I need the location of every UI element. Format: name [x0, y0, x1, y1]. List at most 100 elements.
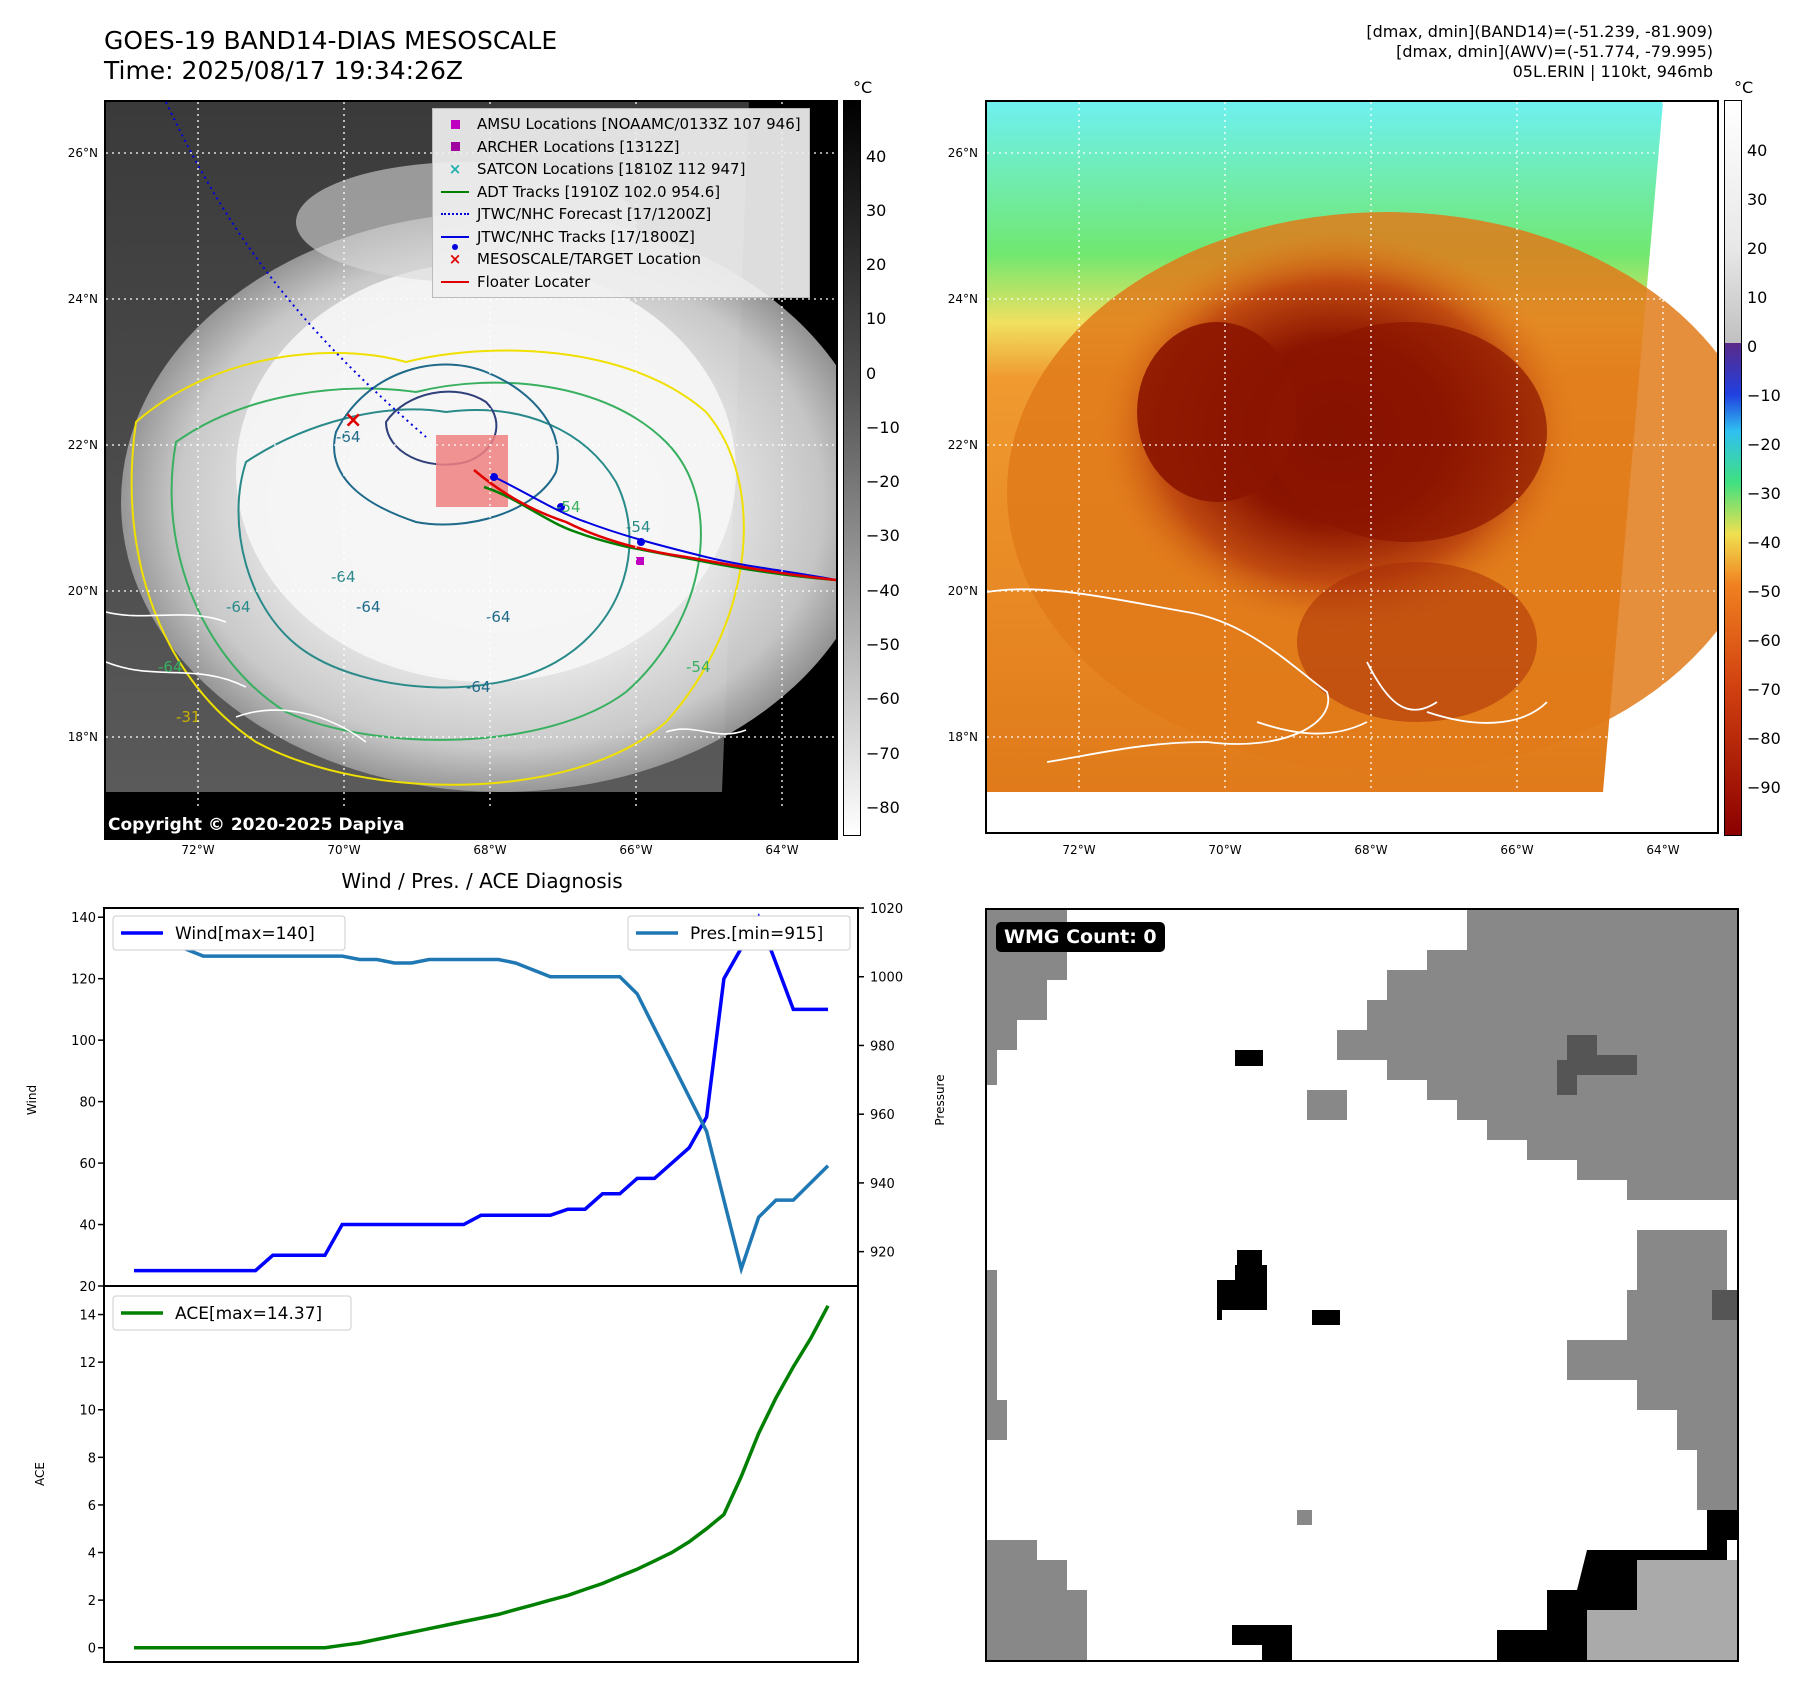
contour-label-2: -64 [356, 598, 381, 616]
ace-legend-label: ACE[max=14.37] [175, 1304, 322, 1324]
rcb-m90: −90 [1747, 778, 1781, 797]
contour-label-11: -31 [176, 708, 201, 726]
left-colorbar-ticks: 40 30 20 10 0 −10 −20 −30 −40 −50 −60 −7… [866, 147, 900, 817]
legend-entry-archer: ARCHER Locations [1312Z] [439, 136, 801, 159]
rcb-20: 20 [1747, 239, 1767, 258]
rlon-tick-64: 64°W [1646, 843, 1679, 857]
lcb-m20: −20 [866, 472, 900, 491]
wind-series-line [134, 913, 828, 1273]
rcb-m70: −70 [1747, 680, 1781, 699]
rlon-tick-68: 68°W [1354, 843, 1387, 857]
color-ir-map-panel [985, 100, 1719, 834]
target-marker: × [344, 408, 362, 433]
rcb-30: 30 [1747, 190, 1767, 209]
pressure-axis-label: Pressure [933, 1074, 947, 1125]
right-colorbar [1724, 100, 1742, 836]
rlat-tick-26: 26°N [948, 146, 978, 160]
wind-legend-label: Wind[max=140] [175, 924, 315, 944]
lat-tick-26: 26°N [68, 146, 98, 160]
left-map-lat-axis: 26°N 24°N 22°N 20°N 18°N [68, 146, 98, 744]
wmg-svg [987, 910, 1737, 1660]
title-line-2: Time: 2025/08/17 19:34:26Z [104, 56, 463, 85]
title-line-1: GOES-19 BAND14-DIAS MESOSCALE [104, 26, 558, 55]
wind-tick-40: 40 [79, 1219, 96, 1234]
lcb-m80: −80 [866, 798, 900, 817]
contour-label-10: -64 [158, 658, 183, 676]
lcb-m40: −40 [866, 581, 900, 600]
color-map-gridlines [987, 102, 1717, 832]
lat-tick-22: 22°N [68, 438, 98, 452]
stats-line-1: [dmax, dmin](BAND14)=(-51.239, -81.909) [1366, 22, 1713, 41]
right-colorbar-unit: °C [1734, 78, 1754, 97]
lat-tick-24: 24°N [68, 292, 98, 306]
ace-tick-2: 2 [88, 1594, 96, 1609]
rcb-10: 10 [1747, 288, 1767, 307]
contour-label-8: -54 [556, 498, 581, 516]
contour-label-5: -64 [466, 678, 491, 696]
ace-tick-12: 12 [79, 1356, 96, 1371]
ace-tick-14: 14 [79, 1309, 96, 1324]
contour-green [170, 381, 702, 741]
rlon-tick-66: 66°W [1500, 843, 1533, 857]
lcb-10: 10 [866, 309, 886, 328]
wind-axis-label: Wind [25, 1085, 39, 1115]
pressure-tick-920: 920 [870, 1246, 895, 1261]
rcb-m30: −30 [1747, 484, 1781, 503]
lcb-m10: −10 [866, 418, 900, 437]
ace-tick-10: 10 [79, 1404, 96, 1419]
rcb-m20: −20 [1747, 435, 1781, 454]
contour-label-3: -64 [486, 608, 511, 626]
figure-title: GOES-19 BAND14-DIAS MESOSCALE Time: 2025… [104, 26, 557, 86]
legend-entry-forecast: JTWC/NHC Forecast [17/1200Z] [439, 203, 801, 226]
rcb-m40: −40 [1747, 533, 1781, 552]
map-legend: AMSU Locations [NOAAMC/0133Z 107 946] AR… [432, 108, 810, 298]
copyright-banner: Copyright © 2020-2025 Dapiya [104, 810, 838, 840]
contour-blue [333, 363, 559, 526]
legend-entry-floater: Floater Locater [439, 271, 801, 294]
contour-dark [384, 390, 498, 466]
pressure-tick-1000: 1000 [870, 971, 903, 986]
rcb-40: 40 [1747, 141, 1767, 160]
lcb-20: 20 [866, 255, 886, 274]
wind-tick-60: 60 [79, 1157, 96, 1172]
stats-line-2: [dmax, dmin](AWV)=(-51.774, -79.995) [1396, 42, 1713, 61]
left-map-lon-axis: 72°W 70°W 68°W 66°W 64°W [181, 843, 798, 857]
contour-label-4: -64 [226, 598, 251, 616]
right-colorbar-ticks: 40 30 20 10 0 −10 −20 −30 −40 −50 −60 −7… [1747, 141, 1781, 797]
lcb-m70: −70 [866, 744, 900, 763]
wmg-count-badge: WMG Count: 0 [996, 922, 1165, 952]
contour-teal [237, 408, 631, 689]
contour-label-6: -64 [336, 428, 361, 446]
pressure-yticks: 920 940 960 980 1000 1020 [858, 902, 903, 1261]
rcb-m80: −80 [1747, 729, 1781, 748]
contour-label-9: -54 [686, 658, 711, 676]
contour-label-7: -54 [626, 518, 651, 536]
pressure-tick-960: 960 [870, 1108, 895, 1123]
color-coastline [987, 588, 1548, 763]
diagnosis-chart: Wind / Pres. / ACE Diagnosis Wind Pressu… [25, 869, 947, 1663]
lcb-m30: −30 [866, 526, 900, 545]
lon-tick-70: 70°W [327, 843, 360, 857]
lcb-0: 0 [866, 364, 876, 383]
rlon-tick-72: 72°W [1062, 843, 1095, 857]
lon-tick-68: 68°W [473, 843, 506, 857]
pressure-tick-940: 940 [870, 1177, 895, 1192]
legend-entry-satcon: × SATCON Locations [1810Z 112 947] [448, 160, 746, 178]
rlat-tick-18: 18°N [948, 730, 978, 744]
wind-tick-120: 120 [71, 973, 96, 988]
rlon-tick-70: 70°W [1208, 843, 1241, 857]
ace-plot-frame [103, 1285, 859, 1663]
rcb-m50: −50 [1747, 582, 1781, 601]
lcb-m50: −50 [866, 635, 900, 654]
pressure-series-line [134, 923, 830, 1275]
lcb-m60: −60 [866, 689, 900, 708]
rcb-m60: −60 [1747, 631, 1781, 650]
best-track [493, 476, 836, 581]
legend-entry-target: × MESOSCALE/TARGET Location [448, 250, 702, 268]
lat-tick-18: 18°N [68, 730, 98, 744]
ace-tick-6: 6 [88, 1499, 96, 1514]
rlat-tick-20: 20°N [948, 584, 978, 598]
rcb-m10: −10 [1747, 386, 1781, 405]
floater-box [436, 435, 508, 507]
wind-legend: Wind[max=140] [112, 915, 346, 951]
